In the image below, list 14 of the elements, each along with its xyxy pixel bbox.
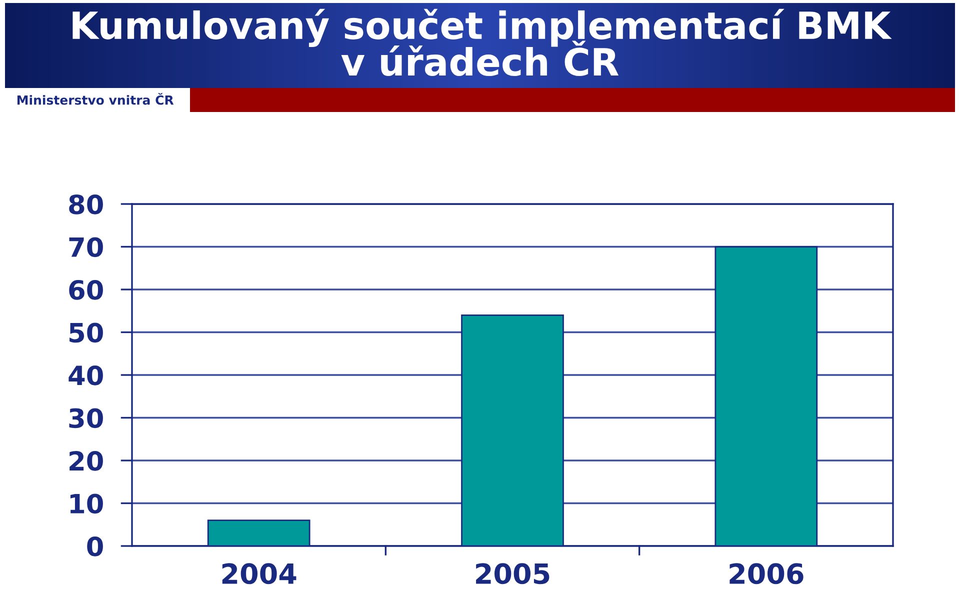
x-tick-label: 2004 [222, 563, 296, 584]
y-tick-label: 20 [70, 450, 103, 471]
y-tick-label: 60 [69, 280, 103, 300]
y-tick-label: 80 [69, 194, 103, 214]
y-tick-label: 0 [87, 536, 103, 556]
y-tick-label: 70 [69, 237, 103, 258]
x-tick-label: 2006 [730, 563, 804, 584]
y-tick-label: 30 [69, 408, 103, 428]
text: Ministerstvo vnitra ČR [17, 93, 174, 105]
y-tick-label: 10 [70, 494, 103, 514]
x-tick-label: 2005 [476, 563, 550, 584]
y-tick-label: 50 [70, 322, 103, 343]
y-tick-label: 40 [68, 365, 103, 386]
chart-title: Kumulovaný součet implementací BMK v úřadech ČR [72, 8, 892, 76]
